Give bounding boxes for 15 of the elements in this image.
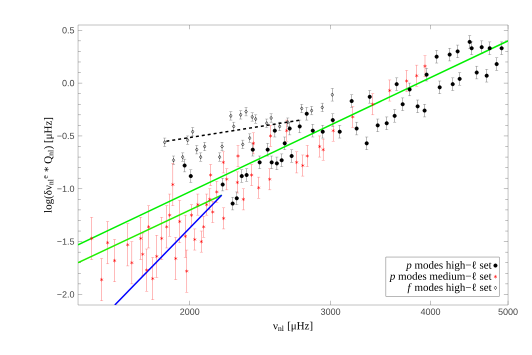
y-tick-label: 0.0 (62, 80, 74, 86)
x-tick-label: 5000 (498, 308, 518, 315)
legend-label: p modes high−ℓ set (406, 261, 492, 271)
y-tick-label: −2.0 (57, 291, 74, 298)
legend-label: f modes high−ℓ set (408, 283, 492, 294)
y-tick-label: −0.5 (57, 132, 74, 140)
x-axis-title: ν$_{nl}$ [μHz] (273, 322, 312, 332)
y-tick-label: 0.5 (62, 27, 74, 34)
y-axis-title: log(δν$_{nl}$$^{e}$ * Q$_{nl}$) [μHz] (44, 118, 54, 213)
x-tick-label: 2000 (180, 308, 200, 315)
y-tick-label: −1.0 (57, 186, 74, 192)
x-tick-label: 4000 (420, 308, 440, 315)
legend-label: p modes medium−ℓ set (389, 272, 492, 282)
y-tick-label: −1.5 (57, 238, 74, 245)
x-tick-label: 3000 (320, 308, 340, 315)
